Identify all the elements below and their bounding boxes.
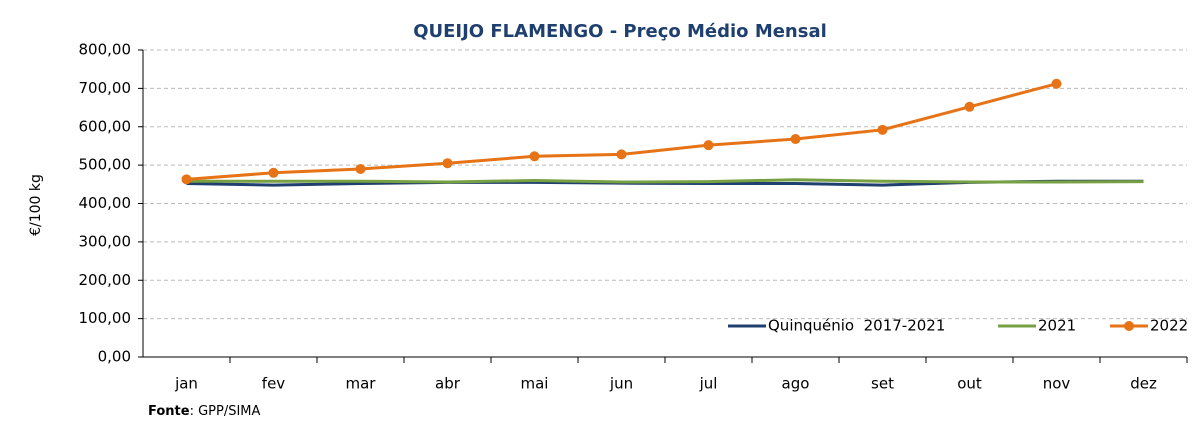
y-tick-label: 0,00 [98,348,131,366]
y-axis-label: €/100 kg [28,174,44,236]
x-tick-label: fev [262,375,286,393]
point [703,140,714,151]
legend-label: 2022 [1150,317,1188,335]
y-tick-label: 800,00 [79,41,132,59]
point [964,101,975,112]
point [877,124,888,135]
point [268,167,279,178]
y-tick-label: 400,00 [79,194,132,212]
source-text: : GPP/SIMA [190,404,261,419]
legend-label: Quinquénio 2017-2021 [768,317,945,335]
x-tick-label: dez [1130,375,1157,393]
source: Fonte: GPP/SIMA [148,404,261,419]
y-tick-label: 100,00 [79,309,132,327]
x-tick-label: jul [699,375,718,393]
point [1051,78,1062,89]
series-line [186,178,1144,184]
source-label: Fonte [148,404,190,419]
point [442,158,453,169]
x-tick-label: out [957,375,982,393]
y-tick-label: 300,00 [79,232,132,250]
x-tick-label: set [871,375,894,393]
legend-label: 2021 [1038,317,1076,335]
x-tick-label: mai [521,375,549,393]
x-tick-label: abr [435,375,461,393]
y-tick-label: 600,00 [79,117,132,135]
x-tick-label: ago [782,375,810,393]
point [529,151,540,162]
x-tick-label: nov [1043,375,1071,393]
point [355,163,366,174]
y-tick-label: 700,00 [79,79,132,97]
x-tick-label: mar [346,375,377,393]
y-tick-label: 200,00 [79,271,132,289]
x-tick-label: jun [609,375,633,393]
y-tick-label: 500,00 [79,156,132,174]
point [790,134,801,145]
point [181,174,192,185]
x-tick-label: jan [174,375,198,393]
legend-marker [1124,321,1134,331]
chart-title: QUEIJO FLAMENGO - Preço Médio Mensal [413,21,827,42]
point [616,149,627,160]
